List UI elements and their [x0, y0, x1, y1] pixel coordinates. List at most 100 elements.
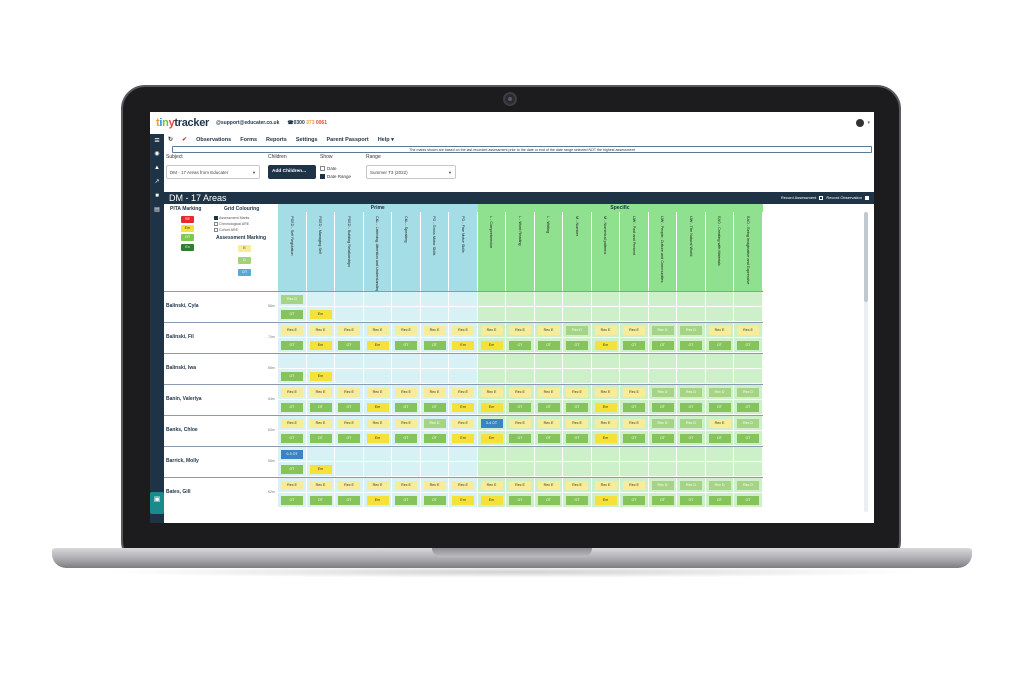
pita-cell[interactable]: Em	[306, 307, 335, 322]
pita-cell[interactable]: OT	[648, 400, 677, 415]
assessment-cell[interactable]	[677, 447, 706, 462]
assessment-cell[interactable]: Rec E	[563, 416, 592, 431]
pita-cell[interactable]: OT	[705, 493, 734, 508]
assessment-cell[interactable]: Rec E	[306, 416, 335, 431]
assessment-cell[interactable]	[534, 354, 563, 369]
assessment-cell[interactable]: Rec E	[477, 323, 506, 338]
assessment-cell[interactable]: Rec E	[278, 416, 307, 431]
pita-cell[interactable]: OT	[278, 400, 307, 415]
pita-cell[interactable]: OT	[335, 431, 364, 446]
assessment-cell[interactable]	[648, 292, 677, 307]
user-avatar[interactable]	[856, 119, 864, 127]
pita-cell[interactable]: OT	[705, 338, 734, 353]
pita-cell[interactable]: Em	[363, 400, 392, 415]
assessment-cell[interactable]	[335, 292, 364, 307]
pita-cell[interactable]	[591, 462, 620, 477]
record-observation-checkbox[interactable]	[865, 195, 869, 200]
pita-cell[interactable]: OT	[506, 431, 535, 446]
support-email[interactable]: @support@educater.co.uk	[216, 120, 280, 126]
assessment-cell[interactable]: Rec E	[534, 323, 563, 338]
pita-cell[interactable]: Em	[449, 400, 478, 415]
assessment-cell[interactable]: Rec E	[620, 323, 649, 338]
pita-cell[interactable]: OT	[534, 400, 563, 415]
printer-icon[interactable]: ▤	[154, 207, 160, 213]
nav-parent-passport[interactable]: Parent Passport	[326, 136, 369, 143]
pita-cell[interactable]: Em	[306, 462, 335, 477]
assessment-cell[interactable]: Rec D	[734, 416, 763, 431]
car-icon[interactable]: ■	[155, 193, 159, 199]
record-observation-option[interactable]: Record Observation	[826, 195, 862, 200]
assessment-cell[interactable]	[306, 447, 335, 462]
column-header[interactable]: EAD - Being Imaginative and Expressive	[734, 212, 763, 291]
pita-cell[interactable]	[620, 369, 649, 384]
chronological-are-checkbox[interactable]	[214, 222, 218, 226]
scrollbar-thumb[interactable]	[864, 212, 868, 302]
pita-cell[interactable]: OT	[278, 431, 307, 446]
pita-cell[interactable]	[363, 307, 392, 322]
assessment-cell[interactable]: Rec E	[335, 478, 364, 493]
pita-cell[interactable]: OT	[705, 400, 734, 415]
pita-cell[interactable]	[677, 462, 706, 477]
pita-cell[interactable]: OT	[420, 400, 449, 415]
column-header[interactable]: C&L - Speaking	[392, 212, 421, 291]
nav-settings[interactable]: Settings	[295, 136, 318, 143]
assessment-cell[interactable]	[306, 292, 335, 307]
assessment-cell[interactable]	[449, 292, 478, 307]
pita-cell[interactable]: Em	[477, 431, 506, 446]
assessment-cell[interactable]	[363, 447, 392, 462]
pita-cell[interactable]	[506, 307, 535, 322]
assessment-cell[interactable]: 3-4 OT	[477, 416, 506, 431]
pita-cell[interactable]: OT	[506, 338, 535, 353]
record-assessment-option[interactable]: Record Assessment	[780, 195, 817, 200]
pita-cell[interactable]: OT	[734, 493, 763, 508]
assessment-cell[interactable]: Rec E	[506, 416, 535, 431]
pita-cell[interactable]	[392, 462, 421, 477]
pita-cell[interactable]: OT	[278, 462, 307, 477]
child-name[interactable]: Barrick, Molly	[166, 458, 199, 464]
assessment-cell[interactable]: Rec D	[648, 323, 677, 338]
column-header[interactable]: UW - People, Culture and Communities	[648, 212, 677, 291]
assessment-cell[interactable]	[534, 447, 563, 462]
pita-cell[interactable]	[420, 307, 449, 322]
pita-cell[interactable]	[534, 369, 563, 384]
assessment-cell[interactable]: Rec E	[363, 478, 392, 493]
date-range-checkbox[interactable]	[320, 174, 325, 179]
refresh-icon[interactable]: ↻	[168, 137, 174, 143]
column-header[interactable]: PSED - Building Relationships	[335, 212, 364, 291]
date-checkbox[interactable]	[320, 166, 325, 171]
pita-cell[interactable]: OT	[392, 400, 421, 415]
pita-cell[interactable]	[620, 307, 649, 322]
pita-cell[interactable]: OT	[306, 400, 335, 415]
pita-cell[interactable]: OT	[534, 493, 563, 508]
pita-cell[interactable]	[363, 369, 392, 384]
assessment-cell[interactable]	[506, 354, 535, 369]
pita-cell[interactable]: Em	[477, 338, 506, 353]
pita-cell[interactable]: OT	[420, 493, 449, 508]
pita-cell[interactable]	[563, 369, 592, 384]
pita-cell[interactable]: Em	[477, 493, 506, 508]
pita-cell[interactable]: OT	[677, 338, 706, 353]
pita-cell[interactable]: OT	[677, 431, 706, 446]
pita-cell[interactable]: OT	[278, 493, 307, 508]
pita-cell[interactable]	[563, 307, 592, 322]
column-header[interactable]: M - Number	[563, 212, 592, 291]
chat-help-button[interactable]: ▣	[150, 492, 164, 514]
grid-option-cohort-are[interactable]: Cohort ARE	[214, 228, 238, 232]
assessment-cell[interactable]: Rec E	[363, 416, 392, 431]
assessment-cell[interactable]	[563, 447, 592, 462]
pita-cell[interactable]	[734, 462, 763, 477]
child-name[interactable]: Bates, Gill	[166, 489, 191, 495]
assessment-cell[interactable]	[420, 447, 449, 462]
assessment-cell[interactable]: Rec E	[477, 385, 506, 400]
add-children-button[interactable]: Add Children...	[268, 165, 316, 179]
assessment-cell[interactable]	[420, 292, 449, 307]
assessment-cell[interactable]	[705, 354, 734, 369]
pita-cell[interactable]: Em	[363, 493, 392, 508]
assessment-cell[interactable]: Rec E	[705, 323, 734, 338]
nav-reports[interactable]: Reports	[266, 136, 287, 143]
assessment-cell[interactable]: Rec E	[449, 416, 478, 431]
assessment-cell[interactable]: Rec D	[677, 478, 706, 493]
assessment-cell[interactable]: Rec D	[734, 478, 763, 493]
column-header[interactable]: L - Writing	[534, 212, 563, 291]
cohort-are-checkbox[interactable]	[214, 228, 218, 232]
